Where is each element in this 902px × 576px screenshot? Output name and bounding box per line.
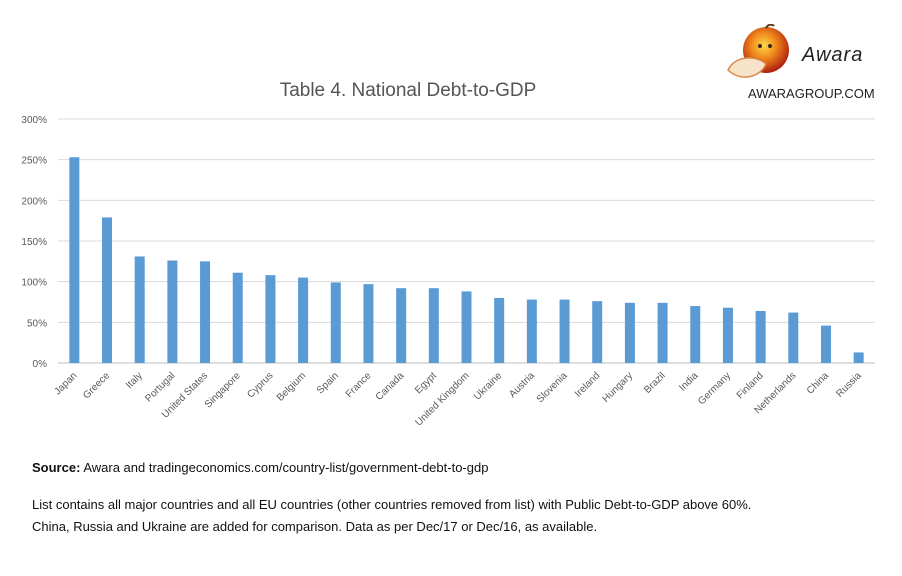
x-tick-label: India bbox=[677, 370, 700, 393]
bar-austria bbox=[526, 299, 537, 363]
y-tick-label: 200% bbox=[21, 196, 47, 207]
x-tick-label: Austria bbox=[507, 370, 537, 400]
x-tick-label: Spain bbox=[315, 370, 341, 396]
note-line-1: List contains all major countries and al… bbox=[32, 497, 752, 512]
y-tick-label: 150% bbox=[21, 237, 47, 248]
y-tick-label: 50% bbox=[27, 318, 47, 329]
bars bbox=[69, 157, 864, 363]
source-label: Source: bbox=[32, 460, 81, 475]
x-tick-label: Finland bbox=[735, 370, 766, 401]
bar-china bbox=[820, 325, 831, 363]
source-text: Awara and tradingeconomics.com/country-l… bbox=[83, 460, 489, 475]
x-tick-label: Ireland bbox=[573, 370, 602, 399]
bar-brazil bbox=[657, 302, 668, 363]
note-line-2: China, Russia and Ukraine are added for … bbox=[32, 519, 598, 534]
x-tick-label: Egypt bbox=[413, 370, 439, 396]
bar-united-kingdom bbox=[461, 291, 472, 363]
bar-greece bbox=[102, 217, 113, 363]
bar-united-states bbox=[200, 261, 211, 363]
x-tick-label: Hungary bbox=[601, 370, 636, 405]
y-tick-label: 0% bbox=[33, 359, 48, 370]
x-tick-label: Germany bbox=[696, 370, 733, 407]
x-tick-label: Japan bbox=[52, 370, 79, 397]
x-tick-label: Greece bbox=[81, 370, 112, 401]
x-tick-label: Russia bbox=[834, 370, 864, 400]
y-tick-label: 250% bbox=[21, 156, 47, 167]
bar-russia bbox=[853, 352, 864, 363]
bar-portugal bbox=[167, 260, 178, 363]
x-tick-label: Singapore bbox=[203, 370, 243, 410]
bar-finland bbox=[755, 310, 766, 363]
x-tick-label: China bbox=[805, 370, 832, 397]
source-line: Source: Awara and tradingeconomics.com/c… bbox=[32, 460, 882, 475]
x-tick-label: Ukraine bbox=[472, 370, 504, 402]
bar-belgium bbox=[298, 277, 309, 363]
x-tick-label: Brazil bbox=[642, 370, 667, 395]
bar-ukraine bbox=[494, 297, 505, 363]
y-tick-label: 300% bbox=[21, 115, 47, 126]
x-tick-label: Italy bbox=[124, 370, 145, 391]
bar-ireland bbox=[592, 301, 603, 363]
bar-spain bbox=[330, 282, 341, 363]
bar-canada bbox=[396, 288, 407, 363]
bar-hungary bbox=[624, 302, 635, 363]
chart-notes: Source: Awara and tradingeconomics.com/c… bbox=[32, 460, 882, 538]
chart-title: Table 4. National Debt-to-GDP bbox=[280, 80, 537, 101]
bar-slovenia bbox=[559, 299, 570, 363]
x-tick-label: Canada bbox=[374, 370, 407, 403]
y-tick-label: 100% bbox=[21, 278, 47, 289]
logo-name: Awara bbox=[802, 44, 864, 66]
bar-singapore bbox=[232, 272, 243, 363]
y-axis-tick-labels: 0% 50% 100% 150% 200% 250% 300% bbox=[21, 115, 47, 370]
bar-chart: Table 4. National Debt-to-GDP 0% 50% 100% 1… bbox=[21, 80, 875, 428]
apple-logo-icon bbox=[727, 24, 789, 78]
bar-italy bbox=[134, 256, 145, 363]
bar-netherlands bbox=[788, 312, 799, 363]
x-tick-label: France bbox=[344, 370, 374, 400]
bar-germany bbox=[722, 307, 733, 363]
bar-egypt bbox=[428, 288, 439, 363]
bar-india bbox=[690, 306, 701, 363]
x-tick-label: Belgium bbox=[275, 370, 308, 403]
logo-url: AWARAGROUP.COM bbox=[748, 86, 875, 101]
bar-cyprus bbox=[265, 275, 276, 363]
x-tick-label: Slovenia bbox=[535, 370, 570, 405]
bar-japan bbox=[69, 157, 80, 363]
bar-france bbox=[363, 284, 374, 363]
awara-logo: Awara AWARAGROUP.COM bbox=[722, 24, 892, 104]
x-tick-label: Cyprus bbox=[245, 370, 275, 400]
